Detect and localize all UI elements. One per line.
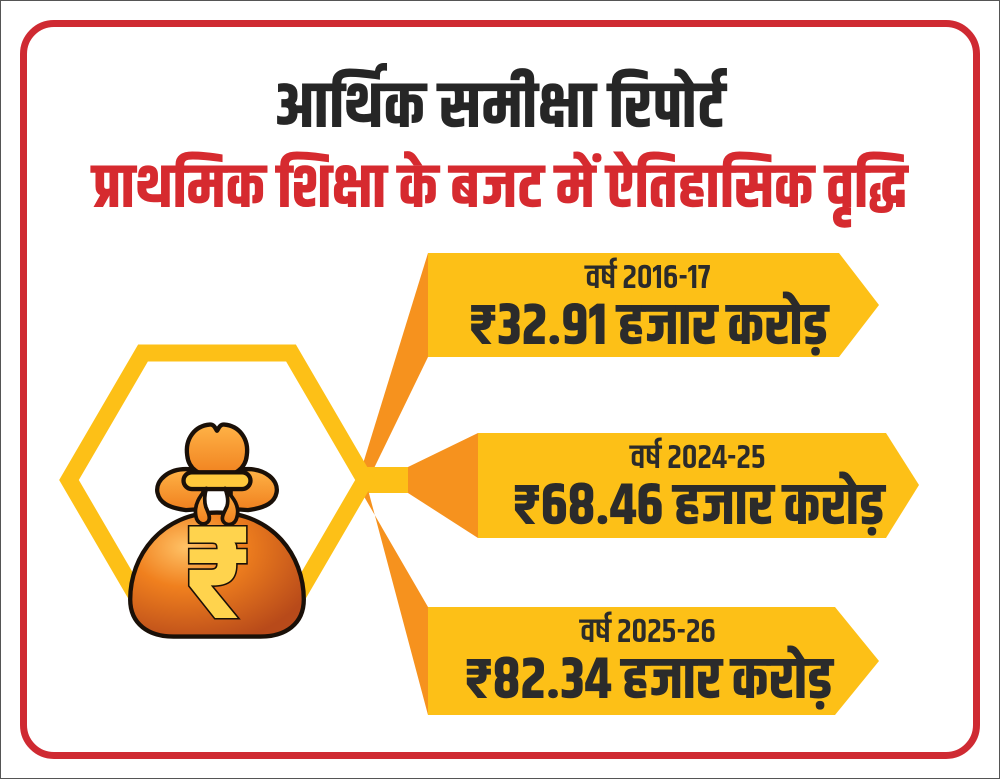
svg-text:₹: ₹ — [183, 476, 251, 684]
